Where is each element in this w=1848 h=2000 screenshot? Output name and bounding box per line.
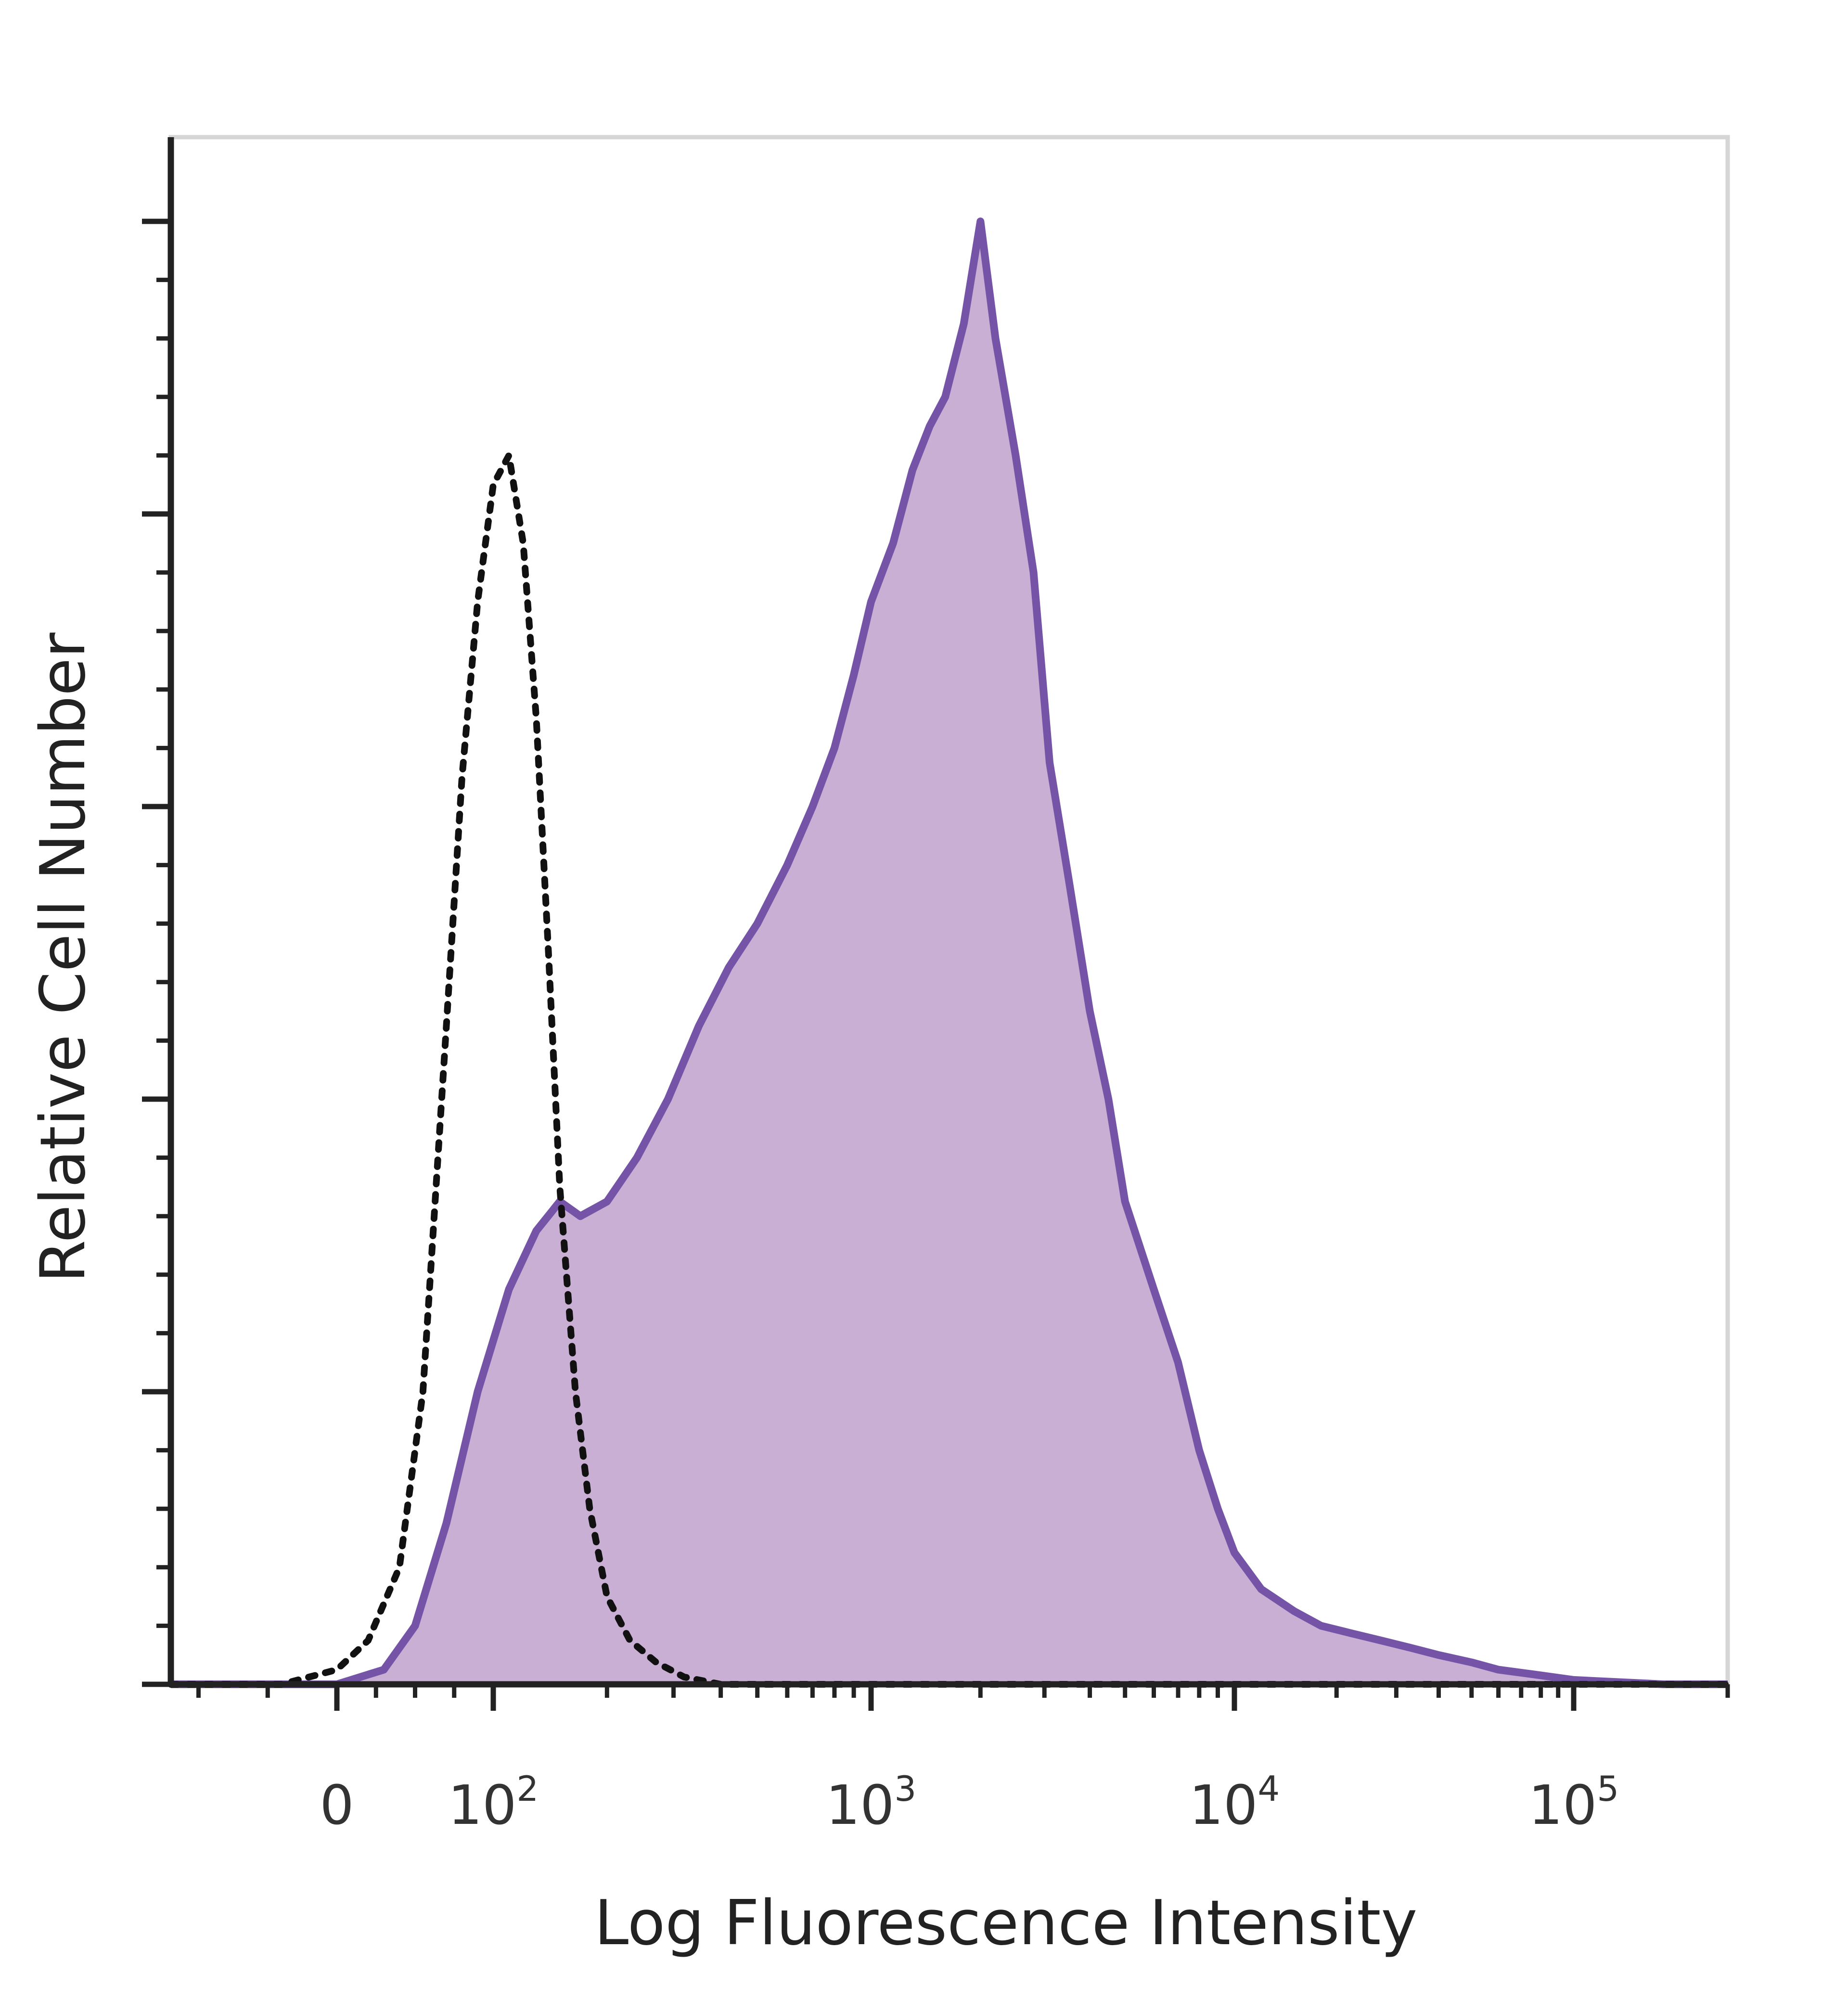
x-tick-label: 103 <box>826 1769 916 1837</box>
y-axis-title: Relative Cell Number <box>27 632 99 1282</box>
y-axis-ticks <box>142 218 171 1687</box>
x-tick-label-exponent: 4 <box>1258 1769 1280 1809</box>
x-tick-label: 105 <box>1528 1769 1619 1837</box>
x-tick-label-exponent: 2 <box>516 1769 539 1809</box>
histogram-lines-layer <box>167 218 1731 1688</box>
x-axis-ticks <box>196 1684 1730 1711</box>
x-tick-label: 102 <box>448 1769 539 1837</box>
x-tick-label: 104 <box>1189 1769 1280 1837</box>
x-axis-tick-labels: 0 102 103 104 105 <box>320 1769 1619 1837</box>
x-tick-label-exponent: 3 <box>894 1769 916 1809</box>
x-tick-label: 0 <box>320 1774 354 1837</box>
purple-histogram-fill-layer <box>171 221 1728 1684</box>
x-tick-label-exponent: 5 <box>1597 1769 1619 1809</box>
purple-histogram-fill <box>171 221 1728 1684</box>
purple-histogram-line <box>171 218 1728 1688</box>
x-axis-title: Log Fluorescence Intensity <box>594 1887 1417 1959</box>
dotted-control-line <box>167 445 1731 1688</box>
